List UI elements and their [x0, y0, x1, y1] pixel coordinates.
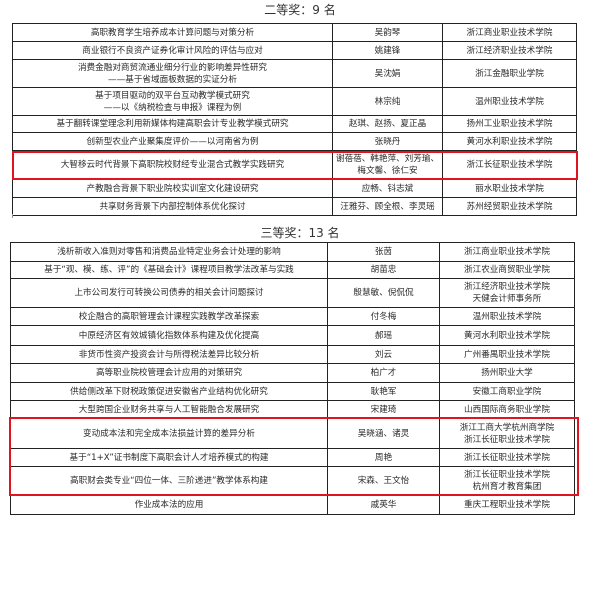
cell-school: 山西国际商务职业学院 [439, 400, 575, 419]
cell-topic: 高职教育学生培养成本计算问题与对策分析 [12, 23, 333, 42]
cell-authors: 张晓丹 [332, 132, 443, 151]
cell-school: 浙江农业商贸职业学院 [439, 261, 575, 279]
table-row: 基于翻转课堂理念利用新媒体构建高职会计专业教学模式研究 赵琪、赵扬、夏正晶 扬州工业… [12, 115, 577, 133]
table-row: 中原经济区有效城镇化指数体系构建及优化提高 郝瑶 黄河水利职业技术学院 [10, 325, 575, 346]
cell-authors: 耿艳军 [327, 382, 440, 401]
table-row: 供给侧改革下财税政策促进安徽省产业结构优化研究 耿艳军 安徽工商职业学院 [10, 382, 575, 401]
second-prize-table: 高职教育学生培养成本计算问题与对策分析 吴韵琴 浙江商业职业技术学院 商业银行不良资产… [12, 23, 577, 216]
cell-school: 扬州职业大学 [439, 363, 575, 383]
table-row: 上市公司发行可转换公司债券的相关会计问题探讨 殷慧敏、倪侃侃 浙江经济职业技术学院天… [10, 278, 575, 308]
cell-topic: 创新型农业产业聚集度评价——以河南省为例 [12, 132, 333, 151]
cell-authors: 宋森、王文怡 [327, 466, 440, 496]
cell-school: 黄河水利职业技术学院 [442, 132, 577, 151]
cell-authors: 姚建锋 [332, 41, 443, 60]
cell-authors: 张茵 [327, 242, 440, 262]
cell-school: 浙江长征职业技术学院 杭州育才教育集团 [439, 466, 575, 496]
table-row: 基于项目驱动的双平台互动教学模式研究 ——以《纳税检查与申报》课程为例 林宗纯 温州职… [12, 87, 577, 116]
cell-authors: 付冬梅 [327, 307, 440, 326]
cell-topic: 产教融合背景下职业院校实训室文化建设研究 [12, 179, 333, 198]
table-row: 高职财会类专业“四位一体、三阶递进”教学体系构建 宋森、王文怡 浙江长征职业技术学院… [10, 466, 575, 496]
cell-topic: 上市公司发行可转换公司债券的相关会计问题探讨 [10, 278, 328, 308]
cell-authors: 吴晓涵、诸灵 [327, 418, 440, 449]
cell-authors: 柏广才 [327, 363, 440, 383]
cell-school: 苏州经贸职业技术学院 [442, 197, 577, 216]
cell-authors: 殷慧敏、倪侃侃 [327, 278, 440, 308]
table-row: 大型跨国企业财务共享与人工智能融合发展研究 宋建琦 山西国际商务职业学院 [10, 400, 575, 419]
cell-school: 广州番禺职业技术学院 [439, 345, 575, 364]
cell-authors: 汪雅芬、顾全根、李灵瑶 [332, 197, 443, 216]
cell-topic: 浅析新收入准则对零售和消费品业特定业务会计处理的影响 [10, 242, 328, 262]
table-row: 共享财务背景下内部控制体系优化探讨 汪雅芬、顾全根、李灵瑶 苏州经贸职业技术学院 [12, 197, 577, 216]
table-row: 商业银行不良资产证券化审计风险的评估与应对 姚建锋 浙江经济职业技术学院 [12, 41, 577, 60]
cell-school: 黄河水利职业技术学院 [439, 325, 575, 346]
cell-school: 浙江长征职业技术学院 [442, 150, 577, 180]
cell-topic: 基于翻转课堂理念利用新媒体构建高职会计专业教学模式研究 [12, 115, 333, 133]
cell-authors: 应畅、钭志斌 [332, 179, 443, 198]
table-row: 作业成本法的应用 戚英华 重庆工程职业技术学院 [10, 495, 575, 515]
cell-topic: 基于“观、模、练、评”的《基础会计》课程项目教学法改革与实践 [10, 261, 328, 279]
cell-authors: 刘云 [327, 345, 440, 364]
cell-topic: 高等职业院校管理会计应用的对策研究 [10, 363, 328, 383]
cell-school: 安徽工商职业学院 [439, 382, 575, 401]
cell-authors: 胡苗忠 [327, 261, 440, 279]
cell-authors: 林宗纯 [332, 87, 443, 116]
table-row: 消费金融对商贸流通业细分行业的影响差异性研究 ——基于省域面板数据的实证分析 吴沈娟… [12, 59, 577, 88]
cell-topic: 高职财会类专业“四位一体、三阶递进”教学体系构建 [10, 466, 328, 496]
table-row: 高职教育学生培养成本计算问题与对策分析 吴韵琴 浙江商业职业技术学院 [12, 23, 577, 42]
cell-topic: 中原经济区有效城镇化指数体系构建及优化提高 [10, 325, 328, 346]
cell-topic: 校企融合的高职管理会计课程实践教学改革探索 [10, 307, 328, 326]
page-break-mark [12, 214, 13, 218]
cell-school: 温州职业技术学院 [442, 87, 577, 116]
cell-school: 温州职业技术学院 [439, 307, 575, 326]
cell-authors: 吴韵琴 [332, 23, 443, 42]
table-row: 产教融合背景下职业院校实训室文化建设研究 应畅、钭志斌 丽水职业技术学院 [12, 179, 577, 198]
cell-topic: 共享财务背景下内部控制体系优化探讨 [12, 197, 333, 216]
cell-topic: 供给侧改革下财税政策促进安徽省产业结构优化研究 [10, 382, 328, 401]
third-prize-table: 浅析新收入准则对零售和消费品业特定业务会计处理的影响 张茵 浙江商业职业技术学院 基于… [10, 242, 575, 515]
cell-topic: 作业成本法的应用 [10, 495, 328, 515]
third-prize-title: 三等奖：13 名 [260, 226, 340, 240]
table-row: 基于“观、模、练、评”的《基础会计》课程项目教学法改革与实践 胡苗忠 浙江农业商贸职… [10, 261, 575, 279]
cell-school: 浙江工商大学杭州商学院 浙江长征职业技术学院 [439, 418, 575, 449]
cell-school: 浙江经济职业技术学院 天健会计师事务所 [439, 278, 575, 308]
table-row: 非货币性资产投资会计与所得税法差异比较分析 刘云 广州番禺职业技术学院 [10, 345, 575, 364]
table-row: 大智移云时代背景下高职院校财经专业混合式教学实践研究 谢蓓蓓、韩艳萍、刘芳瑜、 梅文… [12, 150, 577, 180]
cell-authors: 谢蓓蓓、韩艳萍、刘芳瑜、 梅文馨、徐仁安 [332, 150, 443, 180]
cell-school: 重庆工程职业技术学院 [439, 495, 575, 515]
table-row: 高等职业院校管理会计应用的对策研究 柏广才 扬州职业大学 [10, 363, 575, 383]
cell-school: 扬州工业职业技术学院 [442, 115, 577, 133]
second-prize-title: 二等奖：9 名 [264, 3, 336, 17]
table-row: 创新型农业产业聚集度评价——以河南省为例 张晓丹 黄河水利职业技术学院 [12, 132, 577, 151]
cell-authors: 吴沈娟 [332, 59, 443, 88]
cell-authors: 赵琪、赵扬、夏正晶 [332, 115, 443, 133]
cell-school: 浙江商业职业技术学院 [442, 23, 577, 42]
cell-topic: 消费金融对商贸流通业细分行业的影响差异性研究 ——基于省域面板数据的实证分析 [12, 59, 333, 88]
cell-topic: 基于“1+X”证书制度下高职会计人才培养模式的构建 [10, 448, 328, 467]
cell-authors: 郝瑶 [327, 325, 440, 346]
cell-authors: 宋建琦 [327, 400, 440, 419]
cell-school: 丽水职业技术学院 [442, 179, 577, 198]
cell-topic: 商业银行不良资产证券化审计风险的评估与应对 [12, 41, 333, 60]
cell-authors: 戚英华 [327, 495, 440, 515]
cell-authors: 周艳 [327, 448, 440, 467]
cell-topic: 变动成本法和完全成本法损益计算的差异分析 [10, 418, 328, 449]
cell-school: 浙江长征职业技术学院 [439, 448, 575, 467]
cell-topic: 大型跨国企业财务共享与人工智能融合发展研究 [10, 400, 328, 419]
cell-topic: 大智移云时代背景下高职院校财经专业混合式教学实践研究 [12, 150, 333, 180]
cell-school: 浙江经济职业技术学院 [442, 41, 577, 60]
cell-school: 浙江商业职业技术学院 [439, 242, 575, 262]
cell-topic: 非货币性资产投资会计与所得税法差异比较分析 [10, 345, 328, 364]
cell-topic: 基于项目驱动的双平台互动教学模式研究 ——以《纳税检查与申报》课程为例 [12, 87, 333, 116]
table-row: 变动成本法和完全成本法损益计算的差异分析 吴晓涵、诸灵 浙江工商大学杭州商学院 浙江长… [10, 418, 575, 449]
cell-school: 浙江金融职业学院 [442, 59, 577, 88]
table-row: 浅析新收入准则对零售和消费品业特定业务会计处理的影响 张茵 浙江商业职业技术学院 [10, 242, 575, 262]
table-row: 基于“1+X”证书制度下高职会计人才培养模式的构建 周艳 浙江长征职业技术学院 [10, 448, 575, 467]
table-row: 校企融合的高职管理会计课程实践教学改革探索 付冬梅 温州职业技术学院 [10, 307, 575, 326]
